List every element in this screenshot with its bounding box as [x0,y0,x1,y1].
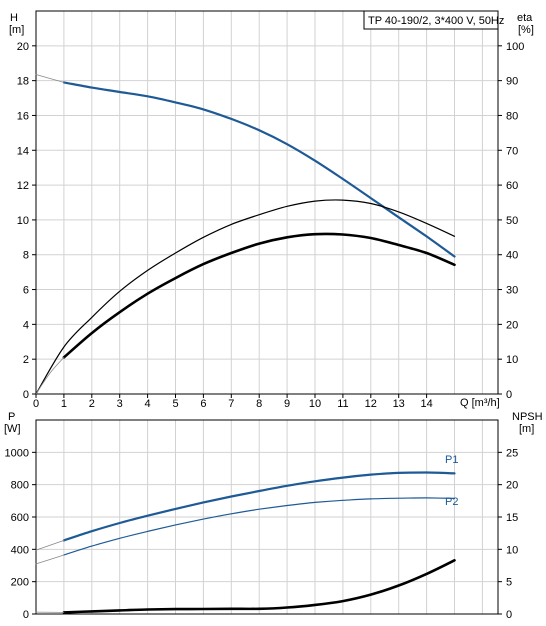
y-tick-label: 20 [17,41,29,53]
series-line-H-extrapolated [35,74,65,83]
x-tick-label: 14 [420,398,432,410]
series-line-eta-p2 [35,199,456,395]
y-tick-label: 8 [23,250,29,262]
flow-axis-ticks: 0 1 2 3 4 5 6 7 8 9 10 11 12 13 14 [33,394,433,410]
y-tick-label: 2 [23,354,29,366]
y-tick-label: 0 [23,609,29,621]
y-tick-label: 16 [17,110,29,122]
y2-tick-label: 10 [506,544,518,556]
series-line-H [62,81,456,258]
y2-tick-label: 40 [506,250,518,262]
x-tick-label: 9 [284,398,290,410]
power-axis-label: P [8,411,15,423]
x-tick-label: 10 [309,398,321,410]
x-tick-label: 4 [145,398,151,410]
power-axis-ticks: 0 200 400 600 800 1000 [5,447,36,621]
x-tick-label: 7 [228,398,234,410]
x-tick-label: 12 [365,398,377,410]
series-line-P2-extrapolated [35,554,65,565]
y-tick-label: 800 [11,480,29,492]
y-tick-label: 18 [17,76,29,88]
chart-title: TP 40-190/2, 3*400 V, 50Hz [368,15,504,27]
y2-tick-label: 0 [506,389,512,401]
power-axis-unit: [W] [4,423,21,435]
head-chart-series [35,74,456,395]
x-tick-label: 3 [117,398,123,410]
y2-tick-label: 90 [506,76,518,88]
head-axis-label: H [10,12,18,24]
y2-tick-label: 10 [506,354,518,366]
x-tick-label: 5 [172,398,178,410]
y-tick-label: 10 [17,215,29,227]
y-tick-label: 400 [11,544,29,556]
y-tick-label: 600 [11,512,29,524]
x-tick-label: 2 [89,398,95,410]
x-tick-label: 11 [337,398,348,410]
series-line-eta-extrapolated [35,357,65,395]
y-tick-label: 1000 [5,447,29,459]
y-tick-label: 200 [11,577,29,589]
y2-tick-label: 20 [506,319,518,331]
y2-tick-label: 100 [506,41,524,53]
series-line-P1 [62,471,456,542]
series-line-NPSH [62,559,456,614]
y2-tick-label: 0 [506,609,512,621]
y-tick-label: 12 [17,180,29,192]
power-chart-grid [36,420,498,614]
x-tick-label: 6 [200,398,206,410]
y2-tick-label: 70 [506,145,518,157]
x-tick-label: 0 [33,398,39,410]
x-tick-label: 13 [393,398,405,410]
p1-series-label: P1 [445,454,458,466]
y2-tick-label: 15 [506,512,518,524]
y-tick-label: 14 [17,145,29,157]
npsh-axis-label: NPSH [512,411,543,423]
head-axis-unit: [m] [9,24,24,36]
y2-tick-label: 30 [506,285,518,297]
head-chart-grid [36,10,498,394]
npsh-axis-unit: [m] [519,423,534,435]
flow-axis-label: Q [m³/h] [460,397,500,409]
y-tick-label: 0 [23,389,29,401]
head-chart-frame [35,10,499,395]
y2-tick-label: 80 [506,110,518,122]
eta-axis-label: eta [517,12,533,24]
title-box [363,10,499,30]
x-tick-label: 1 [61,398,67,410]
npsh-axis-ticks: 0 5 10 15 20 25 [498,447,518,621]
y2-tick-label: 25 [506,447,518,459]
series-line-P2 [63,497,456,556]
x-tick-label: 8 [256,398,262,410]
series-line-P1-extrapolated [35,540,65,551]
power-chart-series [35,471,456,614]
y-tick-label: 6 [23,285,29,297]
y2-tick-label: 50 [506,215,518,227]
head-axis-ticks: 0 2 4 6 8 10 12 14 16 18 20 [17,41,36,401]
series-line-eta-total [62,232,456,359]
y2-tick-label: 60 [506,180,518,192]
y2-tick-label: 5 [506,577,512,589]
p2-series-label: P2 [445,496,458,508]
y2-tick-label: 20 [506,480,518,492]
eta-axis-ticks: 0 10 20 30 40 50 60 70 80 90 100 [498,41,524,401]
eta-axis-unit: [%] [518,24,534,36]
y-tick-label: 4 [23,319,29,331]
